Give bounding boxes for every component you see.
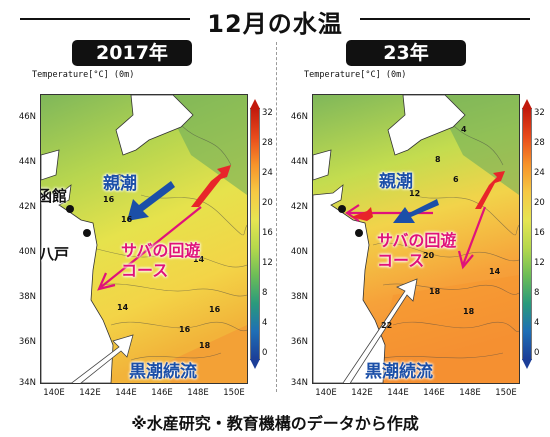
contour-label: 4 <box>461 125 467 134</box>
colorbar-tick: 8 <box>262 288 268 298</box>
contour-label: 12 <box>111 173 123 182</box>
contour-label: 18 <box>429 287 441 296</box>
lon-tick: 140E <box>315 388 337 398</box>
colorbar-tick: 12 <box>262 258 273 268</box>
lon-tick: 148E <box>459 388 481 398</box>
oyashio-label: 親潮 <box>379 172 413 192</box>
lat-tick: 44N <box>290 157 308 167</box>
lat-tick: 38N <box>290 292 308 302</box>
contour-label: 16 <box>179 325 191 334</box>
mackerel-fish-icon <box>475 171 505 209</box>
contour-label: 12 <box>409 189 421 198</box>
lat-tick: 40N <box>18 247 36 257</box>
contour-label: 16 <box>209 305 221 314</box>
map-panel-2017: Temperature[°C] (0m) <box>4 68 274 406</box>
city-hachinohe: 八戸 <box>40 245 70 263</box>
source-note: ※水産研究・教育機構のデータから作成 <box>131 414 419 433</box>
lon-tick: 148E <box>187 388 209 398</box>
colorbar-tick: 12 <box>534 258 545 268</box>
colorbar-tick: 8 <box>534 288 540 298</box>
lon-tick: 144E <box>387 388 409 398</box>
colorbar-tick: 28 <box>262 138 273 148</box>
colorbar-tick: 16 <box>262 228 273 238</box>
kuroshio-label: 黒潮続流 <box>129 362 197 382</box>
lat-tick: 36N <box>290 337 308 347</box>
kuroshio-label: 黒潮続流 <box>365 362 433 382</box>
mackerel-course-label: サバの回遊 <box>377 231 457 250</box>
colorbar-tick: 32 <box>534 108 545 118</box>
temperature-label: Temperature[°C] (0m) <box>304 70 407 80</box>
oyashio-label: 親潮 <box>103 174 137 194</box>
colorbar-tick: 4 <box>534 318 540 328</box>
lon-tick: 150E <box>223 388 245 398</box>
contour-label: 16 <box>103 195 115 204</box>
lon-tick: 142E <box>79 388 101 398</box>
lon-tick: 142E <box>351 388 373 398</box>
mackerel-course-label-2: コース <box>121 261 169 280</box>
lat-tick: 36N <box>18 337 36 347</box>
city-hakodate: 函館 <box>40 187 68 205</box>
oyashio-arrow-shape <box>127 181 175 221</box>
mackerel-course-label: サバの回遊 <box>121 241 201 260</box>
temperature-map: 4 6 8 12 14 18 20 18 22 親潮 サバの回遊 コース 黒潮続… <box>312 94 520 384</box>
contour-label: 16 <box>121 215 133 224</box>
lon-tick: 150E <box>495 388 517 398</box>
colorbar <box>522 99 532 369</box>
lat-tick: 46N <box>290 112 308 122</box>
lon-tick: 146E <box>423 388 445 398</box>
contour-label: 14 <box>193 255 205 264</box>
temperature-label: Temperature[°C] (0m) <box>32 70 135 80</box>
colorbar <box>250 99 260 369</box>
year-label-2017: 2017年 <box>72 40 192 66</box>
title-text: 12月の水温 <box>197 10 353 38</box>
contour-label: 14 <box>117 303 129 312</box>
temperature-map: 16 16 12 14 14 16 16 18 18 親潮 サバの回遊 コース … <box>40 94 248 384</box>
year-label-2023: 23年 <box>346 40 466 66</box>
colorbar-tick: 28 <box>534 138 545 148</box>
lat-tick: 42N <box>18 202 36 212</box>
figure-title: 12月の水温 <box>0 2 550 38</box>
lon-tick: 146E <box>151 388 173 398</box>
lat-tick: 44N <box>18 157 36 167</box>
contour-label: 6 <box>453 175 459 184</box>
contour-label: 14 <box>489 267 501 276</box>
contour-label: 22 <box>381 321 393 330</box>
contour-label: 20 <box>423 251 435 260</box>
contour-label: 18 <box>463 307 475 316</box>
lat-tick: 34N <box>290 378 308 388</box>
contour-label: 8 <box>435 155 441 164</box>
lat-tick: 46N <box>18 112 36 122</box>
lat-tick: 42N <box>290 202 308 212</box>
colorbar-tick: 24 <box>262 168 273 178</box>
panel-divider <box>276 42 277 392</box>
colorbar-tick: 32 <box>262 108 273 118</box>
contour-label: 18 <box>147 369 159 378</box>
colorbar-tick: 4 <box>262 318 268 328</box>
map-panel-2023: Temperature[°C] (0m) <box>276 68 546 406</box>
temperature-map-graphic <box>41 95 247 383</box>
colorbar-tick: 16 <box>534 228 545 238</box>
lon-tick: 140E <box>43 388 65 398</box>
lon-tick: 144E <box>115 388 137 398</box>
mackerel-fish-icon <box>351 207 373 221</box>
mackerel-course-label-2: コース <box>377 251 425 270</box>
colorbar-tick: 20 <box>534 198 545 208</box>
colorbar-tick: 24 <box>534 168 545 178</box>
colorbar-tick: 0 <box>534 348 540 358</box>
contour-label: 18 <box>199 341 211 350</box>
lat-tick: 34N <box>18 378 36 388</box>
lat-tick: 38N <box>18 292 36 302</box>
colorbar-tick: 0 <box>262 348 268 358</box>
lat-tick: 40N <box>290 247 308 257</box>
colorbar-tick: 20 <box>262 198 273 208</box>
temperature-map-graphic <box>313 95 519 383</box>
mackerel-fish-icon <box>191 165 231 207</box>
